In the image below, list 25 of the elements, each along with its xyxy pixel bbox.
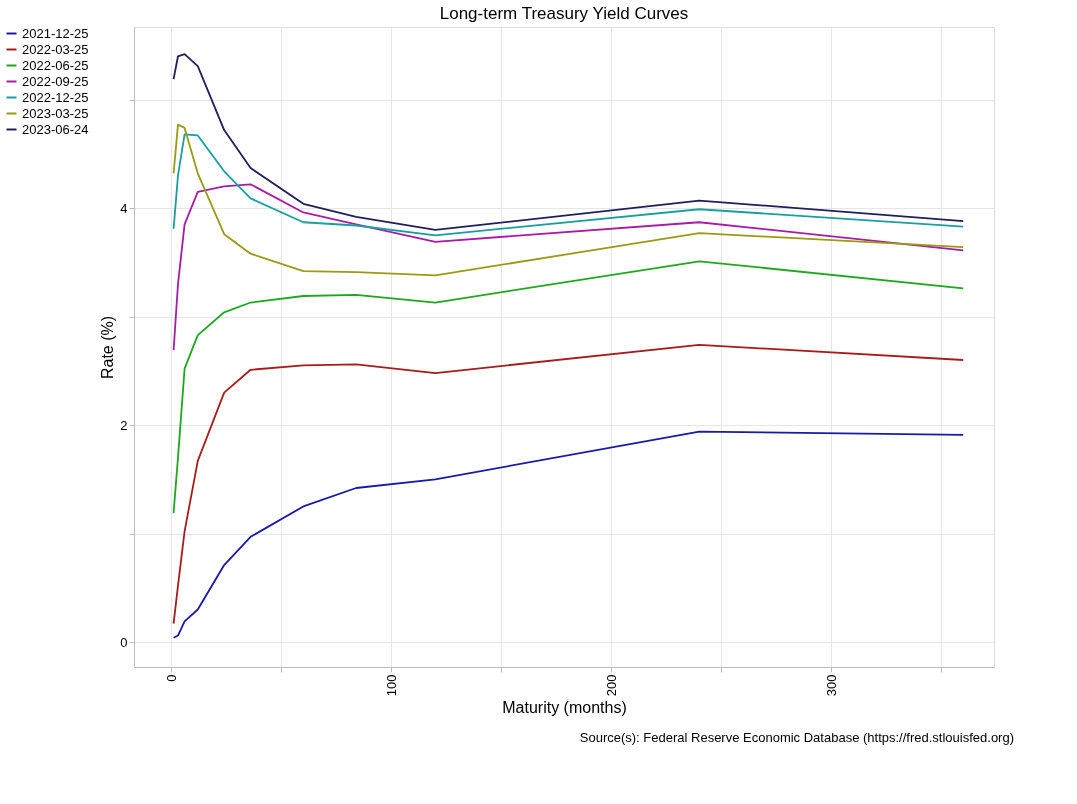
- line-series: [172, 260, 965, 514]
- y-tick-label: 4: [120, 200, 128, 216]
- x-tick-label: 100: [383, 674, 399, 697]
- source-note: Source(s): Federal Reserve Economic Database (https://fred.stlouisfed.org): [579, 730, 1014, 745]
- line-series: [172, 343, 965, 625]
- y-axis-title: Rate (%): [99, 315, 117, 380]
- legend-label: 2021-12-25: [22, 25, 89, 41]
- line-series: [172, 430, 965, 639]
- legend-label: 2022-06-25: [22, 57, 89, 73]
- line-series: [172, 183, 965, 352]
- line-series: [172, 123, 965, 277]
- y-tick-label: 2: [120, 417, 128, 433]
- legend-label: 2022-03-25: [22, 41, 89, 57]
- y-tick-label: 0: [120, 634, 128, 650]
- legend-label: 2022-09-25: [22, 73, 89, 89]
- legend-label: 2022-12-25: [22, 89, 89, 105]
- x-tick-label: 300: [823, 674, 839, 697]
- line-series: [172, 53, 965, 231]
- x-tick-label: 200: [603, 674, 619, 697]
- x-tick-label: 0: [163, 674, 179, 682]
- legend-label: 2023-06-24: [22, 121, 89, 137]
- x-axis-title: Maturity (months): [502, 699, 627, 717]
- chart-title: Long-term Treasury Yield Curves: [439, 4, 689, 23]
- line-series: [172, 133, 965, 237]
- legend-label: 2023-03-25: [22, 105, 89, 121]
